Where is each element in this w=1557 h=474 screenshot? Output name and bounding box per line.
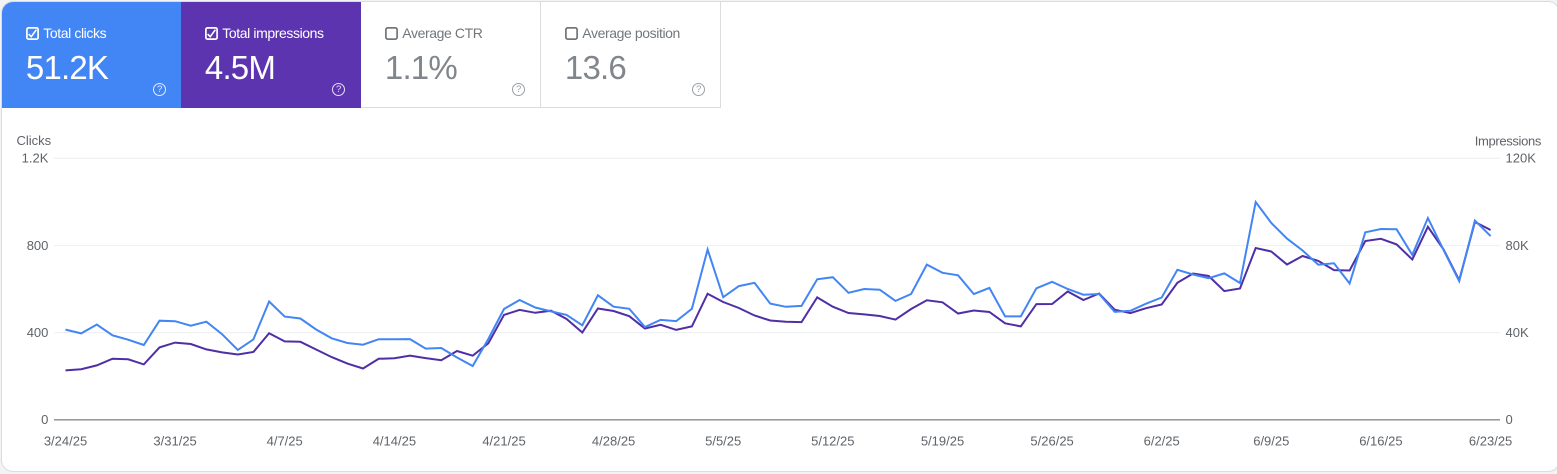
svg-text:4/14/25: 4/14/25 <box>373 434 416 449</box>
svg-text:Clicks: Clicks <box>17 133 52 148</box>
svg-text:5/19/25: 5/19/25 <box>921 434 964 449</box>
svg-text:6/9/25: 6/9/25 <box>1253 434 1289 449</box>
svg-text:4/7/25: 4/7/25 <box>267 434 303 449</box>
svg-text:400: 400 <box>27 325 49 340</box>
svg-text:0: 0 <box>41 412 48 427</box>
svg-text:6/23/25: 6/23/25 <box>1469 434 1512 449</box>
svg-text:5/5/25: 5/5/25 <box>705 434 741 449</box>
svg-text:3/24/25: 3/24/25 <box>44 434 87 449</box>
svg-text:6/2/25: 6/2/25 <box>1144 434 1180 449</box>
svg-text:5/26/25: 5/26/25 <box>1030 434 1073 449</box>
svg-text:0: 0 <box>1506 412 1513 427</box>
svg-text:120K: 120K <box>1506 151 1537 166</box>
svg-text:3/31/25: 3/31/25 <box>153 434 196 449</box>
svg-text:5/12/25: 5/12/25 <box>811 434 854 449</box>
svg-text:80K: 80K <box>1506 238 1529 253</box>
svg-text:40K: 40K <box>1506 325 1529 340</box>
svg-text:Impressions: Impressions <box>1475 133 1542 148</box>
svg-text:6/16/25: 6/16/25 <box>1359 434 1402 449</box>
svg-text:800: 800 <box>27 238 49 253</box>
svg-text:1.2K: 1.2K <box>22 151 49 166</box>
svg-text:4/28/25: 4/28/25 <box>592 434 635 449</box>
svg-text:4/21/25: 4/21/25 <box>482 434 525 449</box>
